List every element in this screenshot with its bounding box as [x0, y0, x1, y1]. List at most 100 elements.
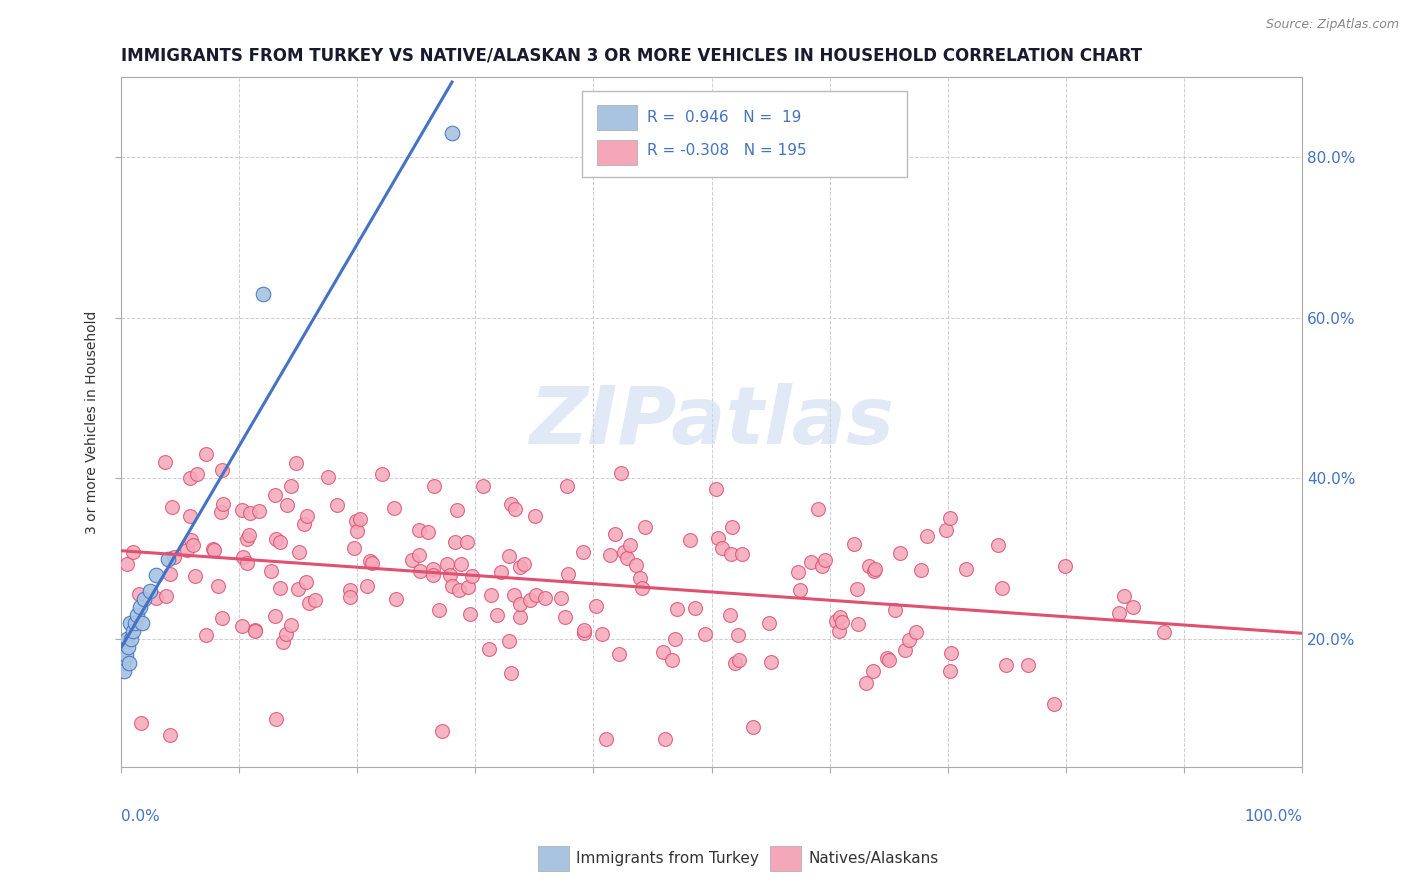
Point	[550, 591, 572, 606]
Point	[209, 505, 232, 519]
Text: Immigrants from Turkey: Immigrants from Turkey	[576, 851, 759, 865]
Point	[685, 600, 707, 615]
Point	[572, 625, 595, 640]
Point	[231, 502, 253, 516]
Point	[693, 627, 716, 641]
Point	[157, 551, 180, 566]
Point	[401, 553, 423, 567]
Point	[707, 531, 730, 545]
Point	[179, 471, 201, 485]
Point	[349, 512, 371, 526]
Text: R = -0.308   N = 195: R = -0.308 N = 195	[647, 144, 806, 158]
Point	[758, 615, 780, 630]
Point	[276, 627, 298, 641]
Point	[616, 550, 638, 565]
Point	[848, 617, 870, 632]
Point	[436, 558, 458, 572]
Point	[115, 632, 138, 646]
Point	[591, 627, 613, 641]
Point	[524, 588, 547, 602]
Point	[894, 643, 917, 657]
Point	[664, 632, 686, 646]
Point	[287, 582, 309, 597]
Point	[235, 532, 257, 546]
Point	[134, 591, 156, 606]
Text: 0.0%: 0.0%	[121, 809, 159, 823]
Point	[585, 599, 607, 613]
Point	[127, 607, 149, 622]
Point	[343, 541, 366, 555]
Point	[574, 623, 596, 637]
Point	[297, 508, 319, 523]
Point	[239, 507, 262, 521]
Point	[266, 533, 288, 547]
Text: Source: ZipAtlas.com: Source: ZipAtlas.com	[1265, 18, 1399, 31]
Point	[264, 712, 287, 726]
Point	[731, 547, 754, 561]
Point	[519, 592, 541, 607]
Point	[761, 655, 783, 669]
Point	[634, 520, 657, 534]
Point	[830, 610, 852, 624]
Point	[509, 610, 531, 624]
Point	[280, 618, 302, 632]
Point	[855, 676, 877, 690]
Point	[263, 609, 285, 624]
Point	[339, 590, 361, 604]
Point	[610, 466, 633, 480]
Point	[153, 455, 176, 469]
Point	[1017, 658, 1039, 673]
Point	[938, 511, 960, 525]
Point	[605, 527, 627, 541]
Point	[509, 560, 531, 574]
Point	[211, 497, 233, 511]
Point	[555, 479, 578, 493]
Point	[599, 549, 621, 563]
Point	[201, 541, 224, 556]
Point	[858, 559, 880, 574]
Point	[176, 543, 198, 558]
Point	[131, 716, 153, 731]
Point	[628, 571, 651, 585]
Point	[316, 469, 339, 483]
Point	[131, 615, 153, 630]
Point	[910, 563, 932, 577]
Point	[1043, 697, 1066, 711]
Point	[446, 503, 468, 517]
Point	[461, 569, 484, 583]
Point	[294, 575, 316, 590]
Point	[232, 549, 254, 564]
Point	[115, 557, 138, 571]
Point	[654, 732, 676, 747]
Text: ZIPatlas: ZIPatlas	[529, 383, 894, 461]
Point	[409, 564, 432, 578]
Point	[877, 653, 900, 667]
Point	[458, 607, 481, 622]
Point	[247, 504, 270, 518]
Point	[186, 467, 208, 481]
Point	[423, 478, 446, 492]
Point	[292, 517, 315, 532]
Point	[503, 588, 526, 602]
Point	[207, 579, 229, 593]
Point	[408, 524, 430, 538]
Point	[117, 640, 139, 654]
Point	[955, 561, 977, 575]
Point	[121, 545, 143, 559]
Point	[139, 583, 162, 598]
Point	[118, 656, 141, 670]
Point	[304, 593, 326, 607]
Point	[704, 482, 727, 496]
Point	[811, 558, 834, 573]
Point	[828, 624, 851, 638]
Point	[613, 545, 636, 559]
Point	[456, 535, 478, 549]
Point	[385, 592, 408, 607]
Point	[513, 557, 536, 571]
Point	[120, 615, 142, 630]
Point	[651, 645, 673, 659]
Point	[1114, 589, 1136, 603]
Point	[280, 479, 302, 493]
Text: 100.0%: 100.0%	[1244, 809, 1302, 823]
Point	[1108, 606, 1130, 620]
